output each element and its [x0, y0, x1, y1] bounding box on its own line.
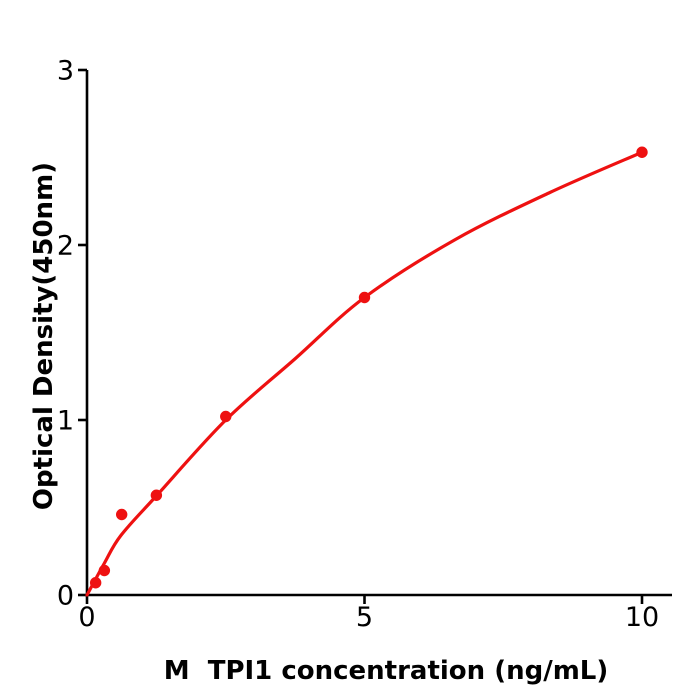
y-tick-label: 2	[57, 231, 74, 262]
x-tick-label: 10	[625, 602, 659, 633]
y-tick-label: 3	[57, 56, 74, 87]
data-point	[358, 291, 371, 304]
y-tick-label: 0	[57, 581, 74, 612]
data-point	[636, 146, 648, 158]
x-tick-label: 5	[356, 602, 373, 633]
x-axis-title: M TPI1 concentration (ng/mL)	[163, 656, 609, 686]
axes-spines	[85, 70, 672, 597]
x-tick-label: 0	[78, 602, 95, 633]
data-point	[220, 410, 232, 423]
data-point	[115, 508, 128, 521]
fit-curve	[85, 150, 644, 597]
y-axis-title: Optical Density(450nm)	[29, 161, 59, 511]
data-point	[98, 564, 111, 577]
data-point	[150, 489, 163, 501]
y-tick-label: 1	[57, 406, 74, 437]
data-point	[89, 577, 102, 589]
